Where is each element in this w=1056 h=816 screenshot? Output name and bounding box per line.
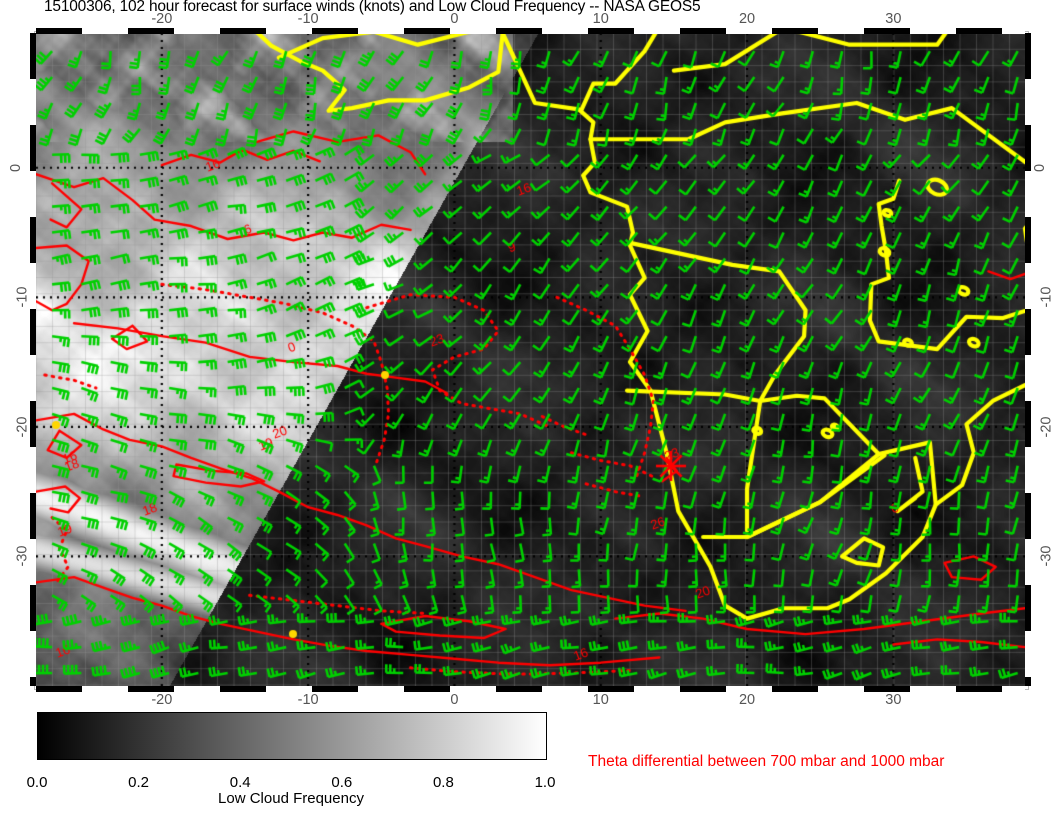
y-axis-tick-right: 0 xyxy=(1032,163,1049,172)
axis-frame-left xyxy=(30,33,36,686)
axis-frame-bottom xyxy=(36,686,1025,692)
x-axis-tick-bottom: 20 xyxy=(738,692,756,708)
colorbar-tick: 0.0 xyxy=(26,774,48,791)
x-axis-tick-bottom: 10 xyxy=(592,692,609,708)
x-axis-tick-top: 20 xyxy=(738,11,756,27)
axis-frame-top xyxy=(36,28,1025,34)
x-axis-tick-top: -20 xyxy=(151,11,173,27)
page-title: 15100306, 102 hour forecast for surface … xyxy=(44,0,701,15)
colorbar-label: Low Cloud Frequency xyxy=(218,790,364,807)
plot-frame-outline xyxy=(34,31,1029,690)
x-axis-tick-bottom: -10 xyxy=(297,692,319,708)
forecast-map[interactable] xyxy=(36,33,1025,686)
colorbar-tick: 0.2 xyxy=(128,774,150,791)
colorbar[interactable]: 0.0 0.2 0.4 0.6 0.8 1.0 Low Cloud Frequency xyxy=(27,712,555,807)
x-axis-tick-bottom: 0 xyxy=(450,692,459,708)
y-axis-tick-left: -20 xyxy=(14,416,31,438)
y-axis-tick-right: -30 xyxy=(1038,545,1055,567)
y-axis-tick-left: 0 xyxy=(8,163,25,172)
x-axis-tick-top: 30 xyxy=(885,11,902,27)
colorbar-tick: 0.8 xyxy=(432,774,454,791)
x-axis-tick-bottom: -20 xyxy=(151,692,173,708)
x-axis-tick-top: -10 xyxy=(297,11,319,27)
y-axis-tick-right: -10 xyxy=(1038,286,1055,308)
y-axis-tick-left: -10 xyxy=(14,286,31,308)
x-axis-tick-top: 0 xyxy=(450,11,459,27)
y-axis-tick-left: -30 xyxy=(14,545,31,567)
colorbar-tick: 0.6 xyxy=(331,774,353,791)
colorbar-gradient xyxy=(37,712,547,760)
x-axis-tick-bottom: 30 xyxy=(885,692,902,708)
colorbar-tick: 1.0 xyxy=(534,774,556,791)
axis-frame-right xyxy=(1025,33,1031,686)
colorbar-tick: 0.4 xyxy=(229,774,251,791)
theta-differential-note: Theta differential between 700 mbar and … xyxy=(588,753,945,770)
map-canvas[interactable] xyxy=(36,33,1025,686)
y-axis-tick-right: -20 xyxy=(1038,416,1055,438)
x-axis-tick-top: 10 xyxy=(592,11,609,27)
